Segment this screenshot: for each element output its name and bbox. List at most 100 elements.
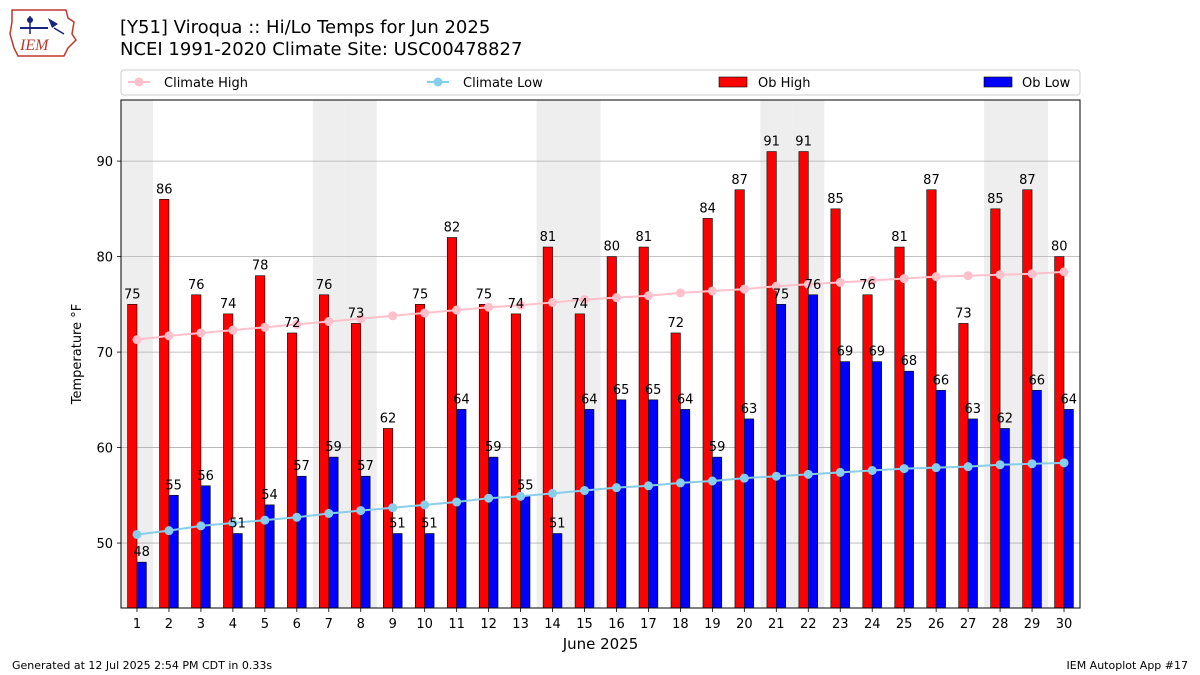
ob-low-bar	[296, 475, 307, 609]
climate-low-point	[324, 508, 334, 518]
x-tick-label: 27	[960, 617, 977, 632]
climate-low-point	[835, 467, 845, 477]
ob-high-label: 81	[635, 230, 652, 245]
climate-low-point	[548, 488, 558, 498]
x-tick-label: 12	[480, 617, 497, 632]
ob-low-label: 51	[549, 517, 566, 532]
climate-low-point	[739, 473, 749, 483]
ob-low-label: 59	[485, 440, 502, 455]
ob-high-label: 78	[252, 259, 269, 274]
climate-low-point	[1027, 459, 1037, 469]
x-tick-label: 1	[133, 617, 141, 632]
ob-high-bar	[990, 208, 1001, 609]
ob-low-bar	[616, 399, 627, 609]
app-label: IEM Autoplot App #17	[1066, 659, 1189, 672]
ob-low-bar	[744, 418, 755, 609]
climate-low-point	[1059, 458, 1069, 468]
ob-low-bar	[392, 533, 403, 609]
climate-high-line	[136, 270, 1065, 341]
climate-high-point	[995, 270, 1005, 280]
ob-low-bar	[999, 428, 1010, 609]
ob-high-label: 87	[923, 173, 940, 188]
ob-high-bar	[159, 199, 170, 609]
ob-low-label: 65	[613, 383, 630, 398]
legend-ob-high-swatch	[718, 76, 748, 88]
ob-low-label: 64	[453, 392, 470, 407]
ob-low-bar	[903, 370, 914, 609]
ob-low-bar	[584, 409, 595, 609]
x-tick-label: 4	[229, 617, 237, 632]
ob-high-bar	[1022, 189, 1033, 609]
climate-low-point	[388, 503, 398, 513]
ob-low-label: 66	[1028, 373, 1045, 388]
ob-high-label: 86	[156, 182, 173, 197]
ob-low-label: 51	[229, 517, 246, 532]
ob-low-bar	[680, 409, 691, 609]
bars	[127, 151, 1074, 609]
gridlines	[121, 160, 1080, 544]
climate-high-point	[1059, 267, 1069, 277]
ob-low-label: 63	[741, 402, 758, 417]
ob-high-label: 76	[859, 278, 876, 293]
ob-high-bar	[766, 151, 777, 609]
ob-low-bar	[967, 418, 978, 609]
legend-ob-high-label: Ob High	[758, 76, 811, 91]
climate-high-point	[580, 295, 590, 305]
ob-low-bar	[424, 533, 435, 609]
climate-high-point	[611, 293, 621, 303]
ob-low-label: 64	[581, 392, 598, 407]
x-tick-label: 23	[832, 617, 849, 632]
x-tick-label: 21	[768, 617, 785, 632]
climate-lines	[132, 267, 1069, 539]
climate-low-point	[228, 518, 238, 528]
ob-high-label: 62	[380, 411, 397, 426]
ob-low-label: 64	[1060, 392, 1077, 407]
x-tick-label: 29	[1024, 617, 1041, 632]
climate-high-point	[771, 281, 781, 291]
climate-low-point	[452, 497, 462, 507]
ob-high-label: 74	[572, 297, 589, 312]
climate-high-point	[707, 286, 717, 296]
x-tick-label: 5	[261, 617, 269, 632]
climate-low-point	[707, 476, 717, 486]
ob-low-label: 51	[421, 517, 438, 532]
bar-labels: 75 48 86 55 76 56 74 51 78 54 72 57 76 59 73 57 62 51 75 51…	[124, 135, 1077, 561]
x-axis-label: June 2025	[562, 635, 639, 653]
legend-ob-low-swatch	[983, 76, 1013, 88]
climate-high-point	[931, 272, 941, 282]
x-tick-label: 15	[576, 617, 593, 632]
climate-low-point	[516, 491, 526, 501]
ob-high-label: 72	[284, 316, 301, 331]
iem-logo: IEM	[9, 9, 77, 57]
ob-low-label: 62	[997, 411, 1014, 426]
ob-low-bar	[935, 389, 946, 609]
x-tick-label: 11	[448, 617, 465, 632]
climate-high-point	[132, 335, 142, 345]
climate-high-point	[484, 302, 494, 312]
climate-low-point	[260, 515, 270, 525]
ob-low-bar	[488, 456, 499, 609]
ob-high-bar	[414, 304, 425, 609]
ob-high-label: 91	[795, 135, 812, 150]
x-tick-label: 9	[389, 617, 397, 632]
x-tick-label: 22	[800, 617, 817, 632]
climate-high-point	[196, 328, 206, 338]
climate-high-point	[899, 274, 909, 284]
ob-high-bar	[1054, 256, 1065, 609]
ob-high-bar	[510, 313, 521, 609]
climate-low-point	[995, 460, 1005, 470]
ob-high-bar	[734, 189, 745, 609]
ob-low-label: 66	[933, 373, 950, 388]
ob-low-label: 59	[709, 440, 726, 455]
climate-low-point	[420, 500, 430, 510]
ob-low-label: 51	[389, 517, 406, 532]
generated-note: Generated at 12 Jul 2025 2:54 PM CDT in …	[12, 659, 273, 672]
x-tick-label: 19	[704, 617, 721, 632]
x-tick-label: 16	[608, 617, 625, 632]
ob-low-bar	[839, 361, 850, 609]
ob-low-bar	[520, 495, 531, 609]
climate-low-point	[931, 463, 941, 473]
ob-low-label: 56	[197, 469, 214, 484]
x-tick-label: 28	[992, 617, 1009, 632]
